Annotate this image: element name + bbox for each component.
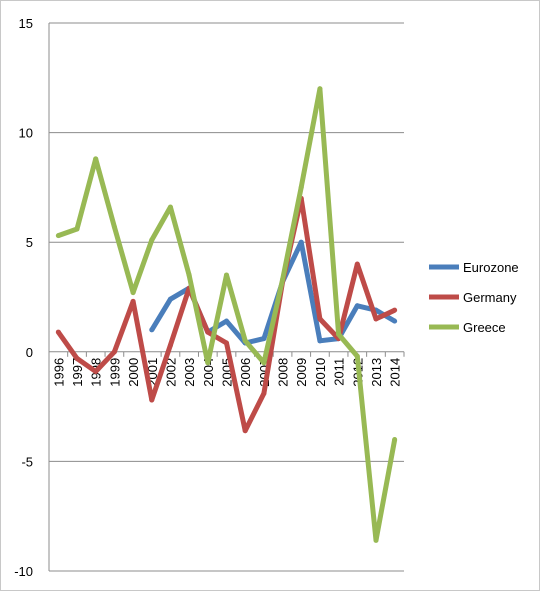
- data-point-greece: [74, 226, 80, 232]
- x-tick-label: 2013: [369, 358, 384, 387]
- data-point-eurozone: [354, 303, 360, 309]
- y-tick-label: -10: [14, 564, 33, 579]
- data-point-eurozone: [298, 239, 304, 245]
- x-tick-label: 2006: [238, 358, 253, 387]
- data-point-eurozone: [149, 327, 155, 333]
- data-point-eurozone: [261, 336, 267, 342]
- y-tick-label: 15: [19, 16, 33, 31]
- data-point-germany: [224, 340, 229, 346]
- x-tick-label: 2009: [294, 358, 309, 387]
- data-point-germany: [130, 298, 136, 304]
- x-tick-label: 2014: [388, 358, 403, 387]
- legend-label-germany: Germany: [463, 290, 517, 305]
- x-tick-label: 2000: [126, 358, 141, 387]
- legend: Eurozone Germany Greece: [429, 260, 519, 335]
- data-point-greece: [261, 360, 267, 366]
- data-point-germany: [373, 316, 379, 322]
- y-tick-label: 10: [19, 126, 33, 141]
- data-point-greece: [167, 204, 173, 210]
- data-point-greece: [186, 272, 192, 278]
- x-tick-label: 2003: [182, 358, 197, 387]
- data-point-greece: [242, 338, 248, 344]
- data-point-greece: [111, 224, 117, 230]
- x-tick-label: 2011: [332, 358, 347, 386]
- x-tick-label: 2008: [276, 358, 291, 387]
- data-point-germany: [149, 397, 155, 403]
- legend-label-eurozone: Eurozone: [463, 260, 519, 275]
- data-point-greece: [298, 184, 304, 190]
- x-tick-label: 1999: [107, 358, 122, 387]
- data-point-greece: [224, 272, 229, 278]
- data-point-germany: [111, 349, 117, 355]
- data-point-greece: [354, 353, 360, 359]
- data-point-greece: [205, 360, 211, 366]
- data-point-germany: [392, 307, 398, 313]
- data-point-germany: [354, 261, 360, 267]
- data-point-germany: [55, 329, 61, 335]
- legend-label-greece: Greece: [463, 320, 506, 335]
- data-point-eurozone: [167, 296, 173, 302]
- data-point-germany: [93, 369, 99, 375]
- series-layer: [55, 86, 398, 543]
- data-point-eurozone: [317, 338, 323, 344]
- x-tick-label: 2002: [163, 358, 178, 387]
- series-line-germany: [56, 195, 396, 434]
- data-point-greece: [336, 331, 342, 337]
- x-tick-label: 2010: [313, 358, 328, 387]
- data-point-greece: [373, 537, 379, 543]
- data-point-eurozone: [224, 318, 229, 324]
- data-point-greece: [55, 233, 61, 239]
- data-point-eurozone: [392, 318, 398, 324]
- data-point-greece: [93, 156, 99, 162]
- x-tick-label: 1996: [51, 358, 66, 387]
- data-point-greece: [280, 276, 286, 282]
- data-point-germany: [317, 316, 323, 322]
- data-point-germany: [167, 342, 173, 348]
- data-point-germany: [242, 428, 248, 434]
- y-tick-label: 5: [26, 235, 33, 250]
- data-point-germany: [205, 329, 211, 335]
- data-point-germany: [261, 390, 267, 396]
- data-point-greece: [392, 436, 398, 442]
- y-tick-label: -5: [21, 454, 33, 469]
- data-point-greece: [317, 86, 323, 92]
- data-point-greece: [130, 290, 136, 296]
- x-tick-label: 1997: [70, 358, 85, 387]
- axis-layer: -10-505101519961997199819992000200120022…: [14, 16, 405, 579]
- data-point-greece: [149, 237, 155, 243]
- data-point-germany: [74, 355, 80, 361]
- y-tick-label: 0: [26, 345, 33, 360]
- x-tick-label: 2004: [201, 358, 216, 387]
